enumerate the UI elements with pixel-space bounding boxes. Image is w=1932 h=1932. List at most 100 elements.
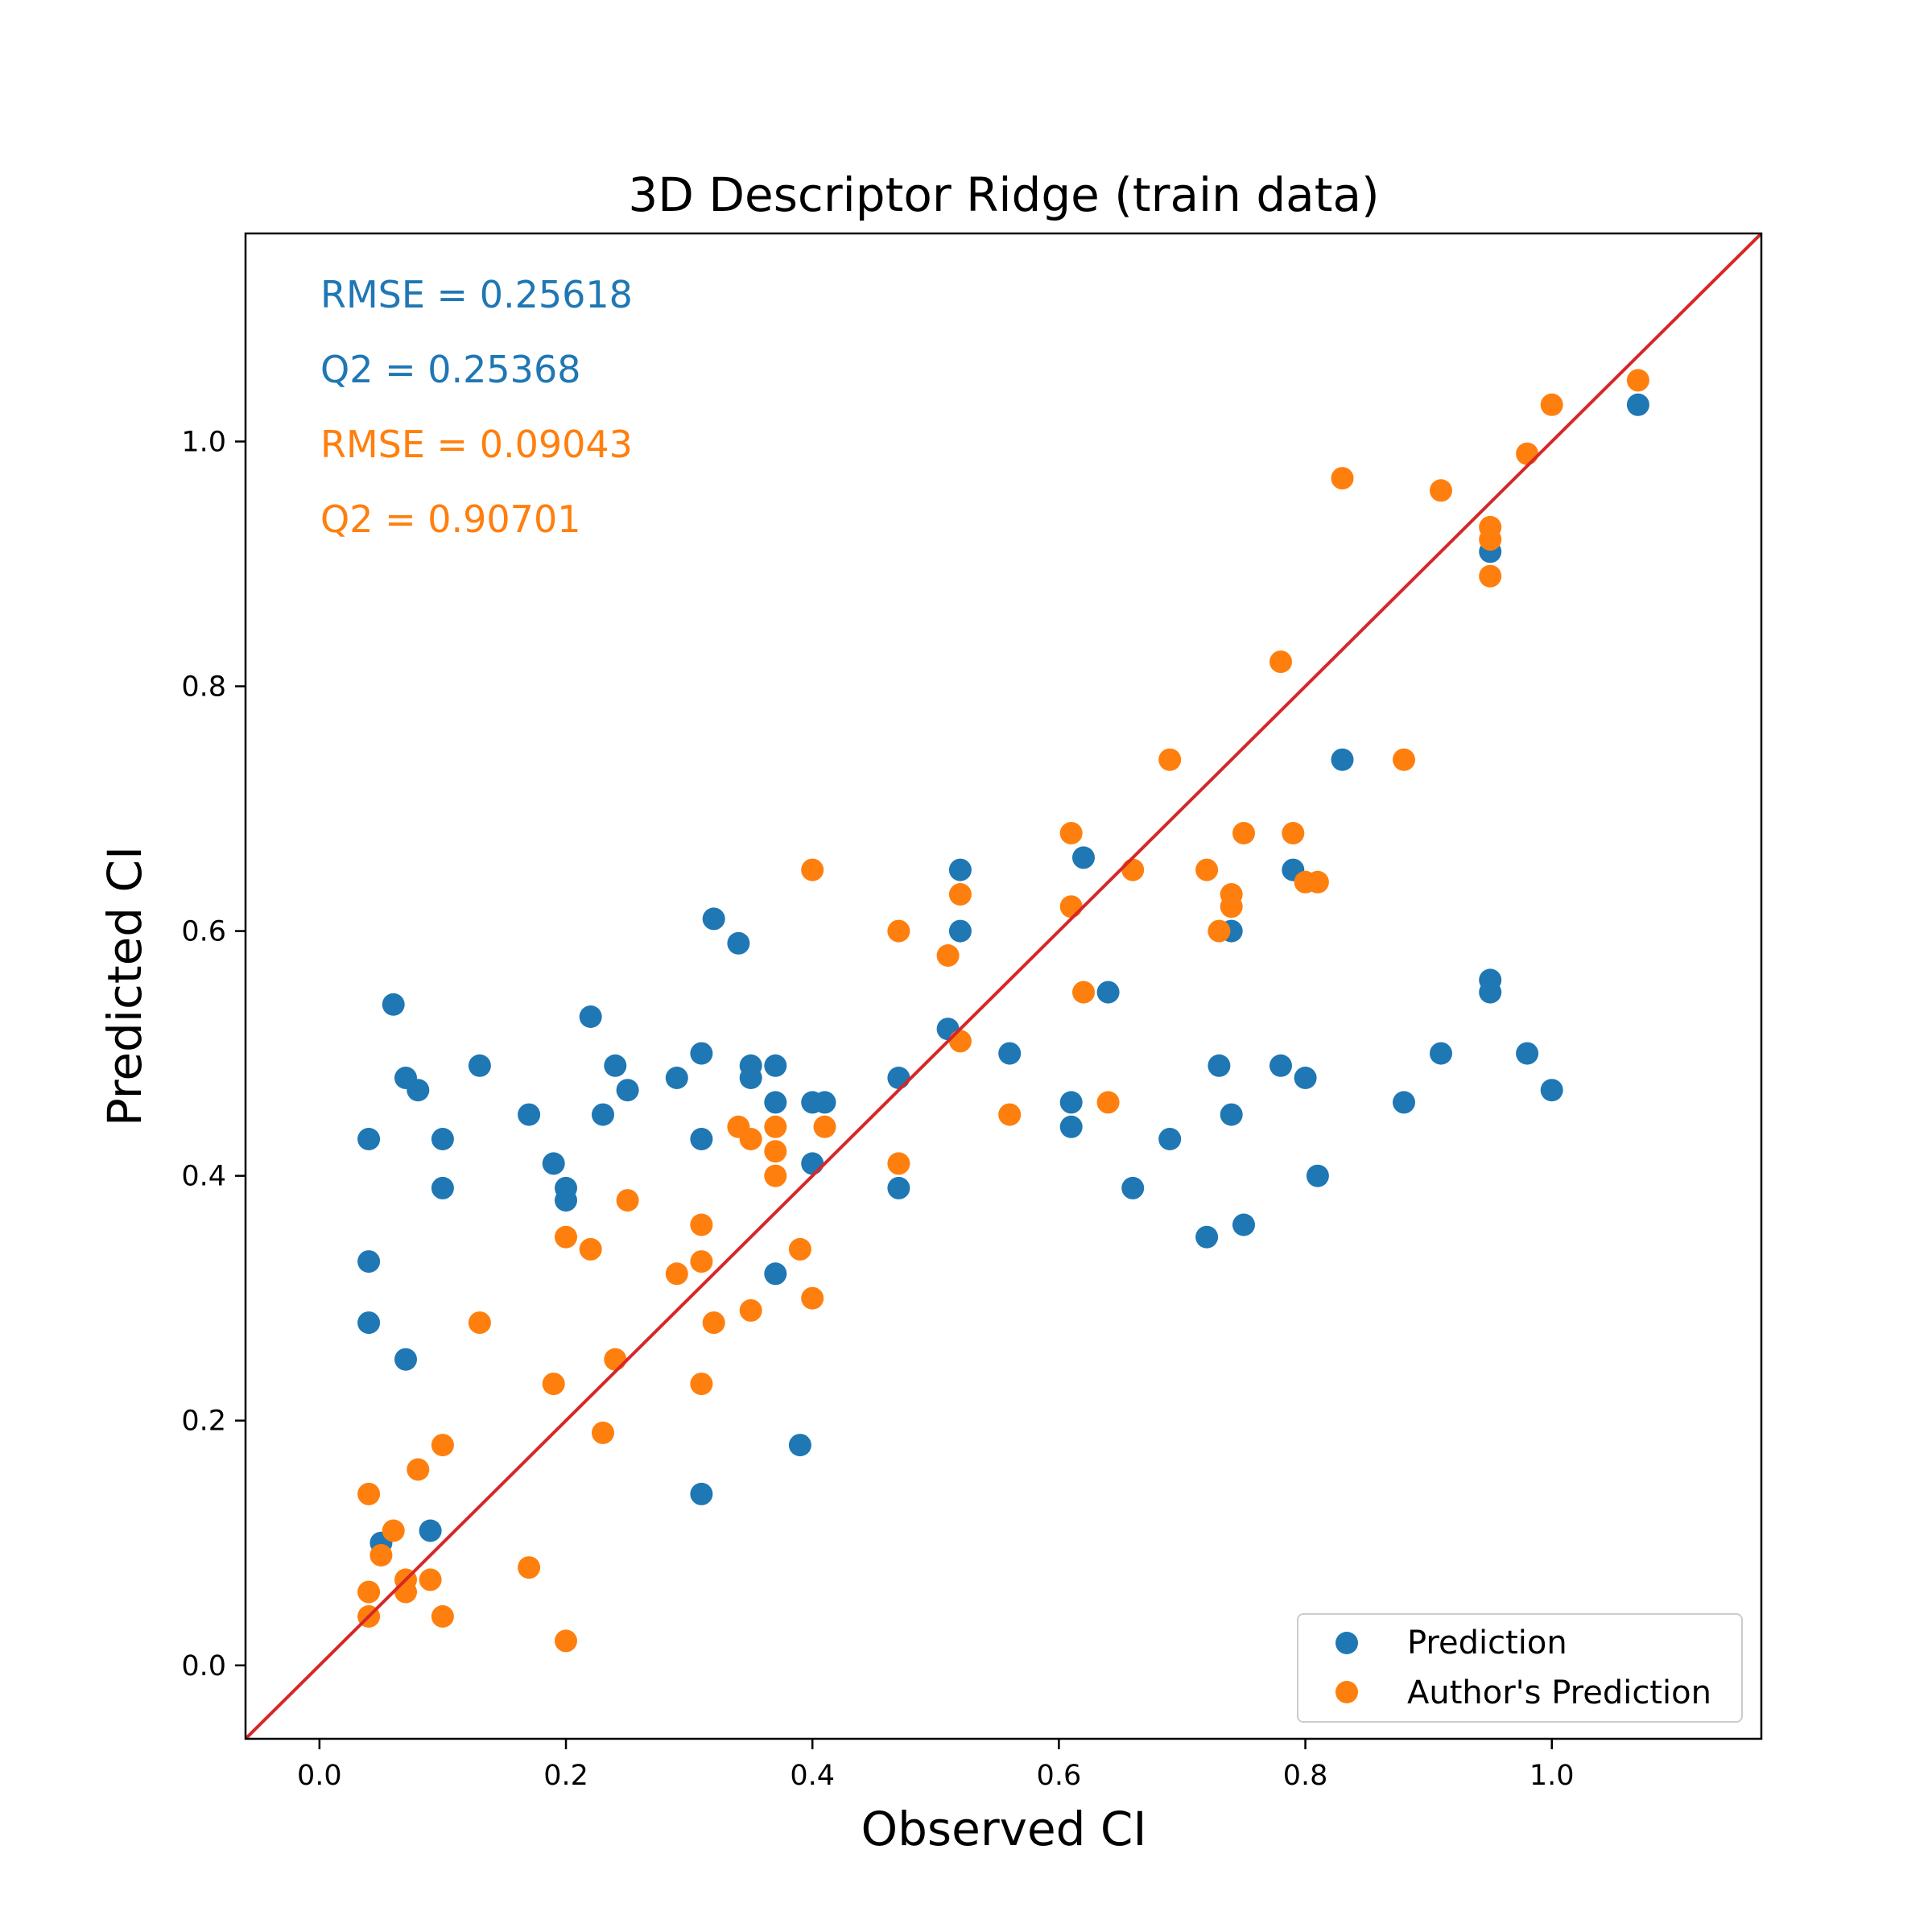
prediction-rmse-label: RMSE = 0.25618	[320, 273, 633, 316]
chart-title: 3D Descriptor Ridge (train data)	[628, 167, 1379, 222]
data-point	[1479, 528, 1502, 551]
data-point	[702, 1311, 725, 1335]
data-point	[579, 1005, 602, 1028]
data-point	[1232, 1213, 1255, 1236]
data-point	[690, 1042, 713, 1065]
data-point	[764, 1262, 787, 1286]
data-point	[431, 1434, 454, 1457]
data-point	[357, 1250, 381, 1274]
data-point	[555, 1189, 577, 1212]
data-point	[394, 1348, 417, 1371]
data-point	[468, 1054, 491, 1077]
data-point	[604, 1348, 627, 1371]
data-point	[604, 1054, 627, 1077]
data-point	[1158, 748, 1182, 771]
y-tick-label: 0.0	[181, 1650, 226, 1682]
data-point	[1269, 1054, 1292, 1077]
identity-line	[246, 233, 1761, 1739]
data-point	[948, 919, 972, 943]
y-tick-label: 0.4	[181, 1161, 226, 1193]
data-point	[1430, 479, 1452, 502]
data-point	[1306, 870, 1329, 894]
data-point	[1059, 895, 1083, 919]
data-point	[1540, 1079, 1563, 1102]
data-point	[690, 1213, 713, 1236]
y-tick-label: 0.2	[181, 1406, 226, 1438]
data-point	[1306, 1164, 1329, 1187]
x-tick-label: 0.8	[1283, 1760, 1328, 1792]
data-point	[887, 1152, 910, 1175]
data-point	[616, 1079, 639, 1102]
data-point	[431, 1128, 454, 1150]
data-point	[592, 1421, 614, 1444]
data-point	[887, 1176, 910, 1199]
data-point	[542, 1152, 565, 1175]
data-point	[702, 907, 725, 931]
data-point	[739, 1128, 762, 1150]
legend: Prediction Author's Prediction	[1297, 1613, 1743, 1723]
data-point	[419, 1568, 442, 1591]
data-point	[1430, 1042, 1452, 1065]
data-point	[665, 1067, 688, 1089]
data-point	[1540, 393, 1563, 416]
data-point	[1072, 980, 1095, 1004]
data-point	[801, 1286, 824, 1310]
data-point	[419, 1519, 442, 1542]
data-point	[1059, 1091, 1083, 1114]
x-tick-label: 0.6	[1037, 1760, 1082, 1792]
data-point	[764, 1164, 787, 1187]
data-point	[592, 1103, 614, 1126]
axes: 0.0 0.2 0.4 0.6 0.8 1.0 0.0 0.2 0.4 0.6 0.8 1.0	[181, 426, 1574, 1792]
y-tick-label: 0.8	[181, 671, 226, 704]
data-point	[468, 1311, 491, 1335]
data-point	[1331, 467, 1354, 490]
data-point	[665, 1262, 688, 1286]
data-point	[1516, 1042, 1539, 1065]
legend-marker-author-prediction	[1335, 1681, 1358, 1703]
x-tick-label: 0.0	[297, 1760, 342, 1792]
data-point	[1096, 980, 1120, 1004]
data-point	[542, 1373, 565, 1396]
data-point	[813, 1091, 836, 1114]
data-point	[1479, 980, 1502, 1004]
data-point	[555, 1629, 577, 1653]
data-point	[1096, 1091, 1120, 1114]
data-point	[764, 1091, 787, 1114]
data-point	[1121, 858, 1145, 881]
data-point	[1208, 919, 1231, 943]
data-point	[690, 1250, 713, 1274]
data-point	[1626, 393, 1649, 416]
data-point	[1158, 1128, 1182, 1150]
data-point	[788, 1237, 811, 1261]
plot-area	[246, 233, 1761, 1739]
data-point	[801, 858, 824, 881]
data-point	[690, 1373, 713, 1396]
author-rmse-label: RMSE = 0.09043	[320, 423, 633, 466]
data-point	[394, 1580, 417, 1604]
data-point	[518, 1556, 541, 1579]
series-author-prediction	[357, 369, 1649, 1653]
data-point	[357, 1128, 381, 1150]
data-point	[357, 1580, 381, 1604]
data-point	[936, 944, 960, 967]
data-point	[998, 1042, 1022, 1065]
data-point	[1331, 748, 1354, 771]
data-point	[1195, 1225, 1219, 1249]
legend-label-prediction: Prediction	[1407, 1624, 1567, 1662]
data-point	[1059, 822, 1083, 844]
data-point	[382, 993, 405, 1016]
y-tick-label: 0.6	[181, 916, 226, 948]
legend-marker-prediction	[1335, 1632, 1358, 1654]
data-point	[431, 1176, 454, 1199]
data-point	[764, 1054, 787, 1077]
data-point	[1059, 1115, 1083, 1138]
data-point	[382, 1519, 405, 1542]
data-point	[1269, 650, 1292, 674]
data-point	[727, 931, 750, 955]
x-axis-title: Observed CI	[861, 1802, 1146, 1856]
data-point	[357, 1311, 381, 1335]
data-point	[579, 1237, 602, 1261]
x-tick-label: 0.2	[543, 1760, 588, 1792]
data-point	[1220, 895, 1243, 919]
